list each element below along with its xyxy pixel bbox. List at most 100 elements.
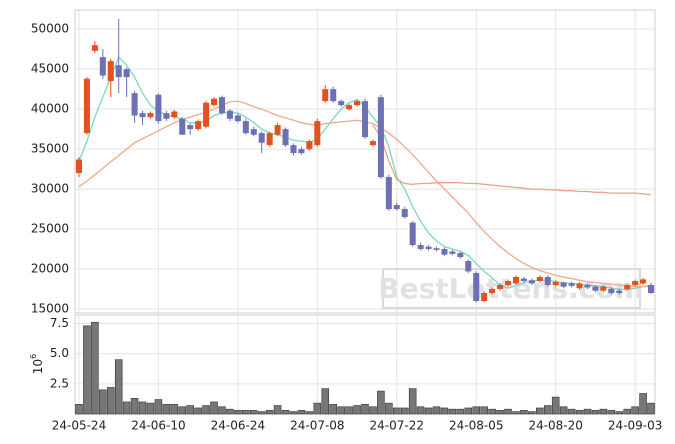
- x-tick-label: 24-07-08: [290, 419, 344, 433]
- volume-bar: [488, 408, 496, 415]
- candle-body: [218, 97, 226, 114]
- x-tick-label: 24-07-22: [370, 419, 424, 433]
- volume-bar: [170, 404, 179, 415]
- volume-bar: [472, 406, 481, 415]
- volume-bar: [289, 411, 298, 415]
- volume-bar: [313, 402, 322, 415]
- candle-body: [552, 281, 559, 286]
- volume-bar: [639, 393, 647, 415]
- candle-body: [346, 105, 353, 110]
- candle-body: [306, 141, 313, 150]
- y-tick-label: 15000: [31, 302, 69, 316]
- y-tick-label: 45000: [31, 62, 69, 76]
- ma-line: [372, 124, 652, 196]
- candle-body: [489, 289, 496, 294]
- candle-body: [234, 115, 241, 122]
- volume-bar: [99, 389, 107, 415]
- candle-body: [624, 285, 631, 290]
- volume-bar: [512, 411, 520, 415]
- candle-body: [433, 248, 440, 250]
- candle-body: [584, 285, 591, 288]
- candle-body: [75, 159, 82, 174]
- volume-bar: [400, 407, 409, 415]
- candle-body: [465, 261, 472, 272]
- volume-bar: [607, 410, 616, 415]
- volume-bar: [249, 410, 258, 415]
- candle-body: [377, 97, 384, 178]
- candle-body: [632, 281, 639, 286]
- volume-bar: [448, 408, 457, 415]
- candle-body: [314, 121, 321, 146]
- candle-body: [648, 285, 655, 294]
- volume-bar: [194, 407, 202, 415]
- volume-bar: [130, 398, 139, 415]
- volume-bar: [464, 407, 473, 415]
- watermark-box: [382, 268, 641, 309]
- candle-body: [171, 111, 178, 118]
- volume-bar: [353, 405, 361, 415]
- volume-bar: [218, 406, 226, 415]
- candle-body: [195, 121, 202, 130]
- volume-bar: [385, 402, 393, 415]
- candle-body: [99, 57, 106, 76]
- volume-bar: [321, 388, 330, 415]
- volume-bar: [567, 408, 576, 415]
- candle-body: [330, 89, 337, 102]
- volume-bar: [496, 410, 504, 415]
- price-frame: [74, 9, 656, 314]
- x-tick-label: 24-06-24: [211, 419, 265, 433]
- y-tick-label: 50000: [31, 22, 69, 36]
- candle-body: [179, 118, 186, 135]
- candle-body: [425, 246, 432, 250]
- candle-body: [322, 89, 329, 102]
- volume-bar: [583, 408, 592, 415]
- volume-bar: [210, 401, 218, 415]
- ma-line: [78, 56, 652, 291]
- volume-bar: [265, 410, 274, 415]
- candle-body: [512, 277, 519, 284]
- volume-bar: [393, 407, 401, 415]
- volume-bar: [647, 402, 655, 415]
- volume-bar: [480, 406, 488, 415]
- volume-bar: [559, 406, 568, 415]
- candle-body: [528, 280, 535, 284]
- volume-bar: [504, 408, 512, 415]
- candle-body: [369, 141, 376, 146]
- volume-bar: [178, 406, 187, 415]
- volume-bar: [154, 399, 163, 415]
- volume-bar: [273, 405, 282, 415]
- volume-bar: [551, 396, 560, 415]
- volume-bar: [138, 401, 147, 415]
- x-tick-label: 24-05-24: [52, 419, 106, 433]
- volume-bar: [528, 411, 536, 415]
- volume-bar: [234, 410, 242, 415]
- candle-body: [457, 253, 464, 258]
- candle-body: [592, 286, 599, 291]
- volume-bar: [631, 406, 639, 415]
- candle-body: [449, 251, 456, 254]
- volume-bar: [615, 411, 624, 415]
- candle-body: [155, 94, 162, 122]
- candle-body: [338, 101, 345, 106]
- y-tick-label: 40000: [31, 102, 69, 116]
- candle-body: [187, 125, 194, 130]
- candle-body: [266, 133, 273, 146]
- candle-body: [640, 279, 647, 284]
- candle-body: [473, 273, 480, 302]
- x-tick-label: 24-09-03: [608, 419, 662, 433]
- volume-unit: 106: [29, 354, 45, 374]
- candle-body: [242, 121, 249, 134]
- candle-body: [504, 281, 512, 286]
- volume-bar: [424, 407, 433, 415]
- candle-body: [163, 113, 170, 119]
- volume-bar: [440, 407, 449, 415]
- volume-bar: [345, 406, 353, 415]
- unit-exponent: 6: [29, 354, 38, 359]
- candle-body: [481, 293, 488, 302]
- candle-body: [282, 129, 289, 146]
- candle-body: [203, 102, 210, 127]
- candle-body: [616, 290, 623, 294]
- candle-body: [608, 289, 615, 294]
- volume-bar: [202, 405, 210, 415]
